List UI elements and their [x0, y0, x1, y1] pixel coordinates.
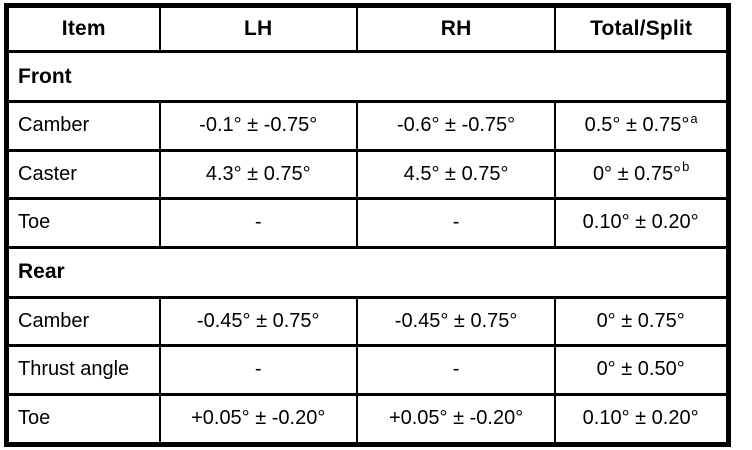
- front-camber-lh-value: -0.1° ± -0.75°: [158, 100, 358, 152]
- table-row-front-camber: Camber -0.1° ± -0.75° -0.6° ± -0.75° 0.5…: [5, 100, 730, 152]
- column-header-rh: RH: [355, 4, 557, 53]
- front-caster-rh-value: 4.5° ± 0.75°: [355, 148, 557, 201]
- rear-camber-rh-value: -0.45° ± 0.75°: [355, 295, 557, 348]
- rear-thrust-angle-total-value: 0° ± 0.50°: [554, 344, 730, 396]
- column-header-lh: LH: [158, 4, 358, 53]
- rear-thrust-angle-total-text: 0° ± 0.50°: [596, 358, 685, 381]
- table-row-rear-toe: Toe +0.05° ± -0.20° +0.05° ± -0.20° 0.10…: [5, 392, 730, 447]
- rear-camber-total-text: 0° ± 0.75°: [596, 310, 685, 333]
- front-camber-total-value: 0.5° ± 0.75°a: [554, 100, 730, 152]
- rear-camber-total-value: 0° ± 0.75°: [554, 295, 730, 348]
- section-header-front: Front: [5, 49, 730, 104]
- rear-toe-lh-value: +0.05° ± -0.20°: [158, 392, 358, 447]
- row-label-rear-thrust-angle: Thrust angle: [5, 344, 161, 396]
- rear-toe-rh-value: +0.05° ± -0.20°: [355, 392, 557, 447]
- table-header-row: Item LH RH Total/Split: [5, 4, 730, 53]
- front-caster-lh-value: 4.3° ± 0.75°: [158, 148, 358, 201]
- rear-thrust-angle-lh-value: -: [158, 344, 358, 396]
- table-row-rear-camber: Camber -0.45° ± 0.75° -0.45° ± 0.75° 0° …: [5, 295, 730, 348]
- column-header-total-split: Total/Split: [554, 4, 730, 53]
- rear-thrust-angle-rh-value: -: [355, 344, 557, 396]
- front-toe-rh-value: -: [355, 197, 557, 249]
- footnote-marker-b: b: [682, 159, 690, 175]
- front-toe-total-text: 0.10° ± 0.20°: [582, 211, 699, 234]
- front-caster-total-text: 0° ± 0.75°: [592, 162, 682, 185]
- alignment-spec-table: Item LH RH Total/Split Front Camber -0.1…: [4, 3, 731, 447]
- front-camber-rh-value: -0.6° ± -0.75°: [355, 100, 557, 152]
- column-header-item: Item: [5, 4, 161, 53]
- rear-camber-lh-value: -0.45° ± 0.75°: [158, 295, 358, 348]
- table-row-front-toe: Toe - - 0.10° ± 0.20°: [5, 197, 730, 249]
- row-label-rear-camber: Camber: [5, 295, 161, 348]
- rear-toe-total-value: 0.10° ± 0.20°: [554, 392, 730, 447]
- front-camber-total-text: 0.5° ± 0.75°: [584, 114, 690, 137]
- rear-toe-total-text: 0.10° ± 0.20°: [582, 407, 699, 430]
- section-header-rear: Rear: [5, 245, 730, 299]
- table-row-front-caster: Caster 4.3° ± 0.75° 4.5° ± 0.75° 0° ± 0.…: [5, 148, 730, 201]
- row-label-front-caster: Caster: [5, 148, 161, 201]
- front-caster-total-value: 0° ± 0.75°b: [554, 148, 730, 201]
- row-label-front-camber: Camber: [5, 100, 161, 152]
- row-label-rear-toe: Toe: [5, 392, 161, 447]
- section-label-front: Front: [5, 49, 730, 104]
- section-label-rear: Rear: [5, 245, 730, 299]
- front-toe-lh-value: -: [158, 197, 358, 249]
- table-row-rear-thrust-angle: Thrust angle - - 0° ± 0.50°: [5, 344, 730, 396]
- row-label-front-toe: Toe: [5, 197, 161, 249]
- front-toe-total-value: 0.10° ± 0.20°: [554, 197, 730, 249]
- footnote-marker-a: a: [690, 110, 698, 126]
